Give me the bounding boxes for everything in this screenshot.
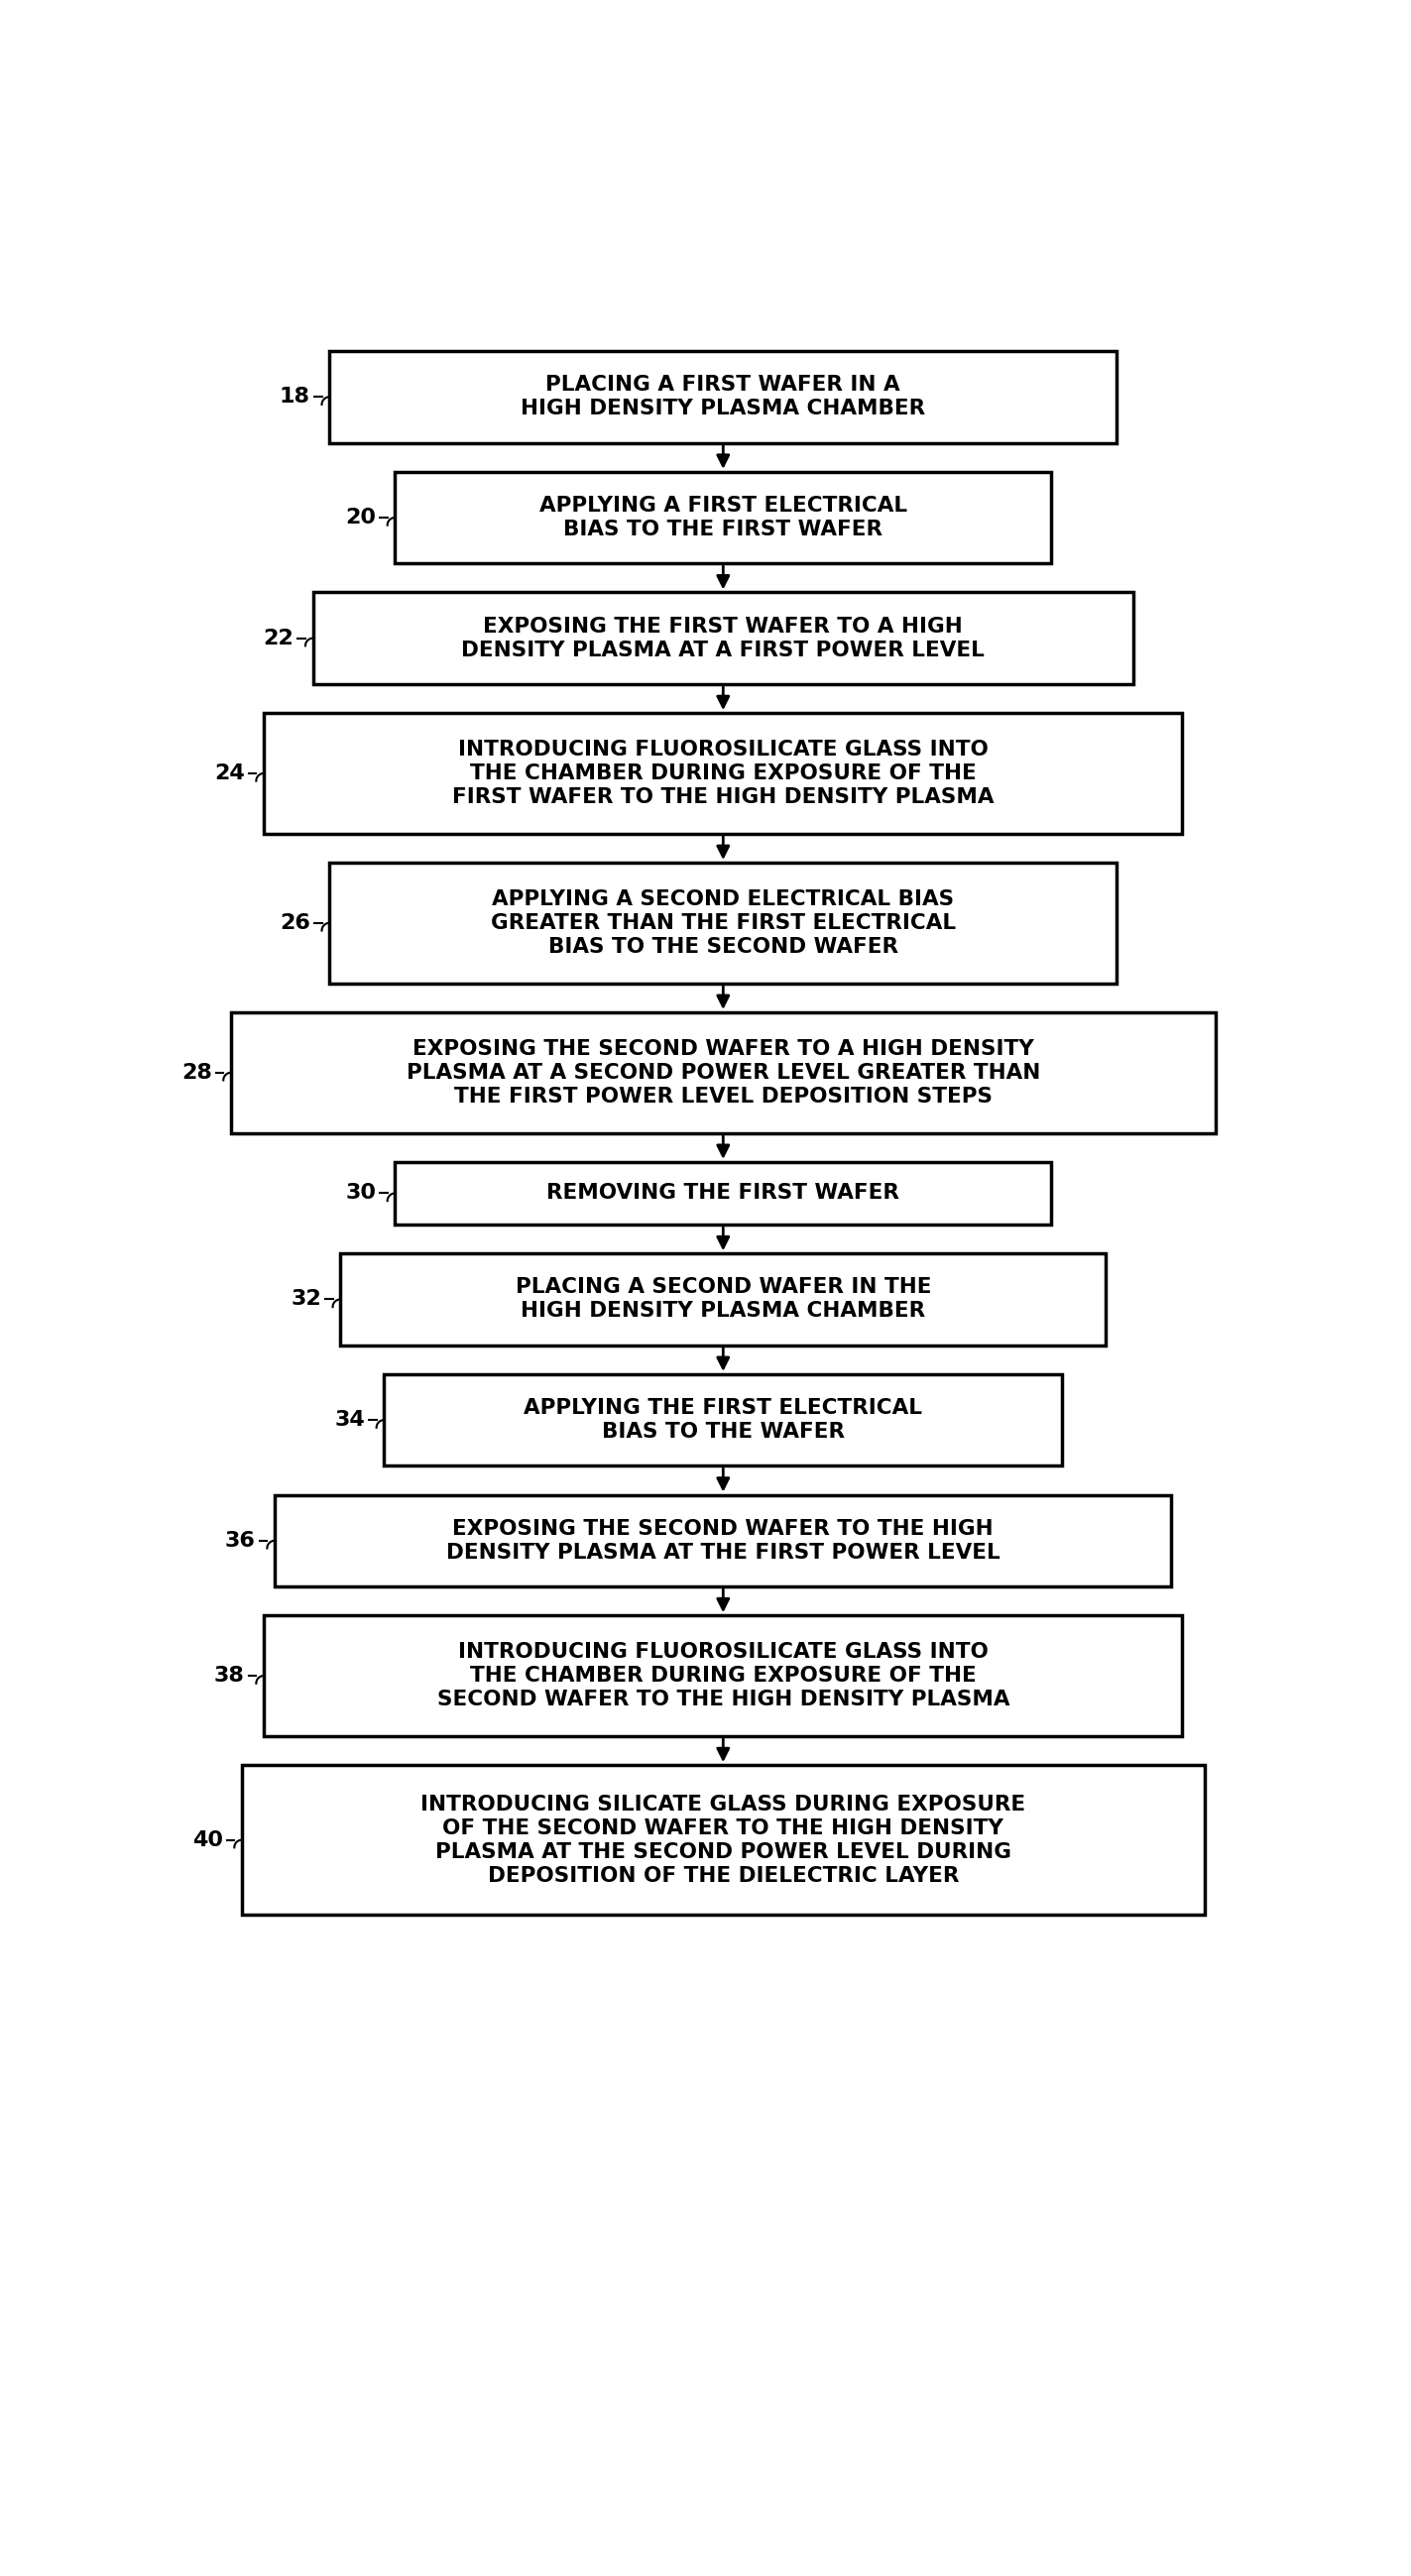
Text: PLACING A FIRST WAFER IN A
HIGH DENSITY PLASMA CHAMBER: PLACING A FIRST WAFER IN A HIGH DENSITY … bbox=[521, 376, 926, 420]
Text: 20: 20 bbox=[346, 507, 375, 528]
Text: EXPOSING THE SECOND WAFER TO A HIGH DENSITY
PLASMA AT A SECOND POWER LEVEL GREAT: EXPOSING THE SECOND WAFER TO A HIGH DENS… bbox=[406, 1038, 1040, 1105]
Bar bbox=[243, 1765, 1205, 1914]
Text: EXPOSING THE FIRST WAFER TO A HIGH
DENSITY PLASMA AT A FIRST POWER LEVEL: EXPOSING THE FIRST WAFER TO A HIGH DENSI… bbox=[461, 616, 985, 659]
Bar bbox=[384, 1373, 1062, 1466]
Text: REMOVING THE FIRST WAFER: REMOVING THE FIRST WAFER bbox=[546, 1182, 900, 1203]
Bar bbox=[264, 1615, 1182, 1736]
Text: 30: 30 bbox=[346, 1182, 375, 1203]
Text: 24: 24 bbox=[214, 762, 244, 783]
Bar bbox=[395, 471, 1051, 564]
Bar bbox=[264, 714, 1182, 835]
Text: 36: 36 bbox=[224, 1530, 255, 1551]
Text: 26: 26 bbox=[279, 912, 310, 933]
Text: INTRODUCING FLUOROSILICATE GLASS INTO
THE CHAMBER DURING EXPOSURE OF THE
SECOND : INTRODUCING FLUOROSILICATE GLASS INTO TH… bbox=[437, 1641, 1009, 1710]
Bar bbox=[275, 1494, 1171, 1587]
Text: INTRODUCING SILICATE GLASS DURING EXPOSURE
OF THE SECOND WAFER TO THE HIGH DENSI: INTRODUCING SILICATE GLASS DURING EXPOSU… bbox=[420, 1795, 1026, 1886]
Bar bbox=[330, 863, 1118, 984]
Text: PLACING A SECOND WAFER IN THE
HIGH DENSITY PLASMA CHAMBER: PLACING A SECOND WAFER IN THE HIGH DENSI… bbox=[515, 1278, 931, 1321]
Bar bbox=[330, 350, 1118, 443]
Text: 22: 22 bbox=[264, 629, 293, 649]
Text: 18: 18 bbox=[279, 386, 310, 407]
Text: APPLYING THE FIRST ELECTRICAL
BIAS TO THE WAFER: APPLYING THE FIRST ELECTRICAL BIAS TO TH… bbox=[523, 1399, 923, 1443]
Text: EXPOSING THE SECOND WAFER TO THE HIGH
DENSITY PLASMA AT THE FIRST POWER LEVEL: EXPOSING THE SECOND WAFER TO THE HIGH DE… bbox=[446, 1520, 1000, 1564]
Text: INTRODUCING FLUOROSILICATE GLASS INTO
THE CHAMBER DURING EXPOSURE OF THE
FIRST W: INTRODUCING FLUOROSILICATE GLASS INTO TH… bbox=[452, 739, 995, 806]
Bar bbox=[395, 1162, 1051, 1224]
Bar bbox=[231, 1012, 1215, 1133]
Text: 38: 38 bbox=[214, 1667, 244, 1685]
Text: APPLYING A SECOND ELECTRICAL BIAS
GREATER THAN THE FIRST ELECTRICAL
BIAS TO THE : APPLYING A SECOND ELECTRICAL BIAS GREATE… bbox=[491, 889, 955, 956]
Text: 40: 40 bbox=[192, 1829, 223, 1850]
Text: 34: 34 bbox=[334, 1409, 365, 1430]
Bar bbox=[340, 1255, 1106, 1345]
Bar bbox=[313, 592, 1133, 685]
Text: 32: 32 bbox=[291, 1291, 322, 1309]
Text: APPLYING A FIRST ELECTRICAL
BIAS TO THE FIRST WAFER: APPLYING A FIRST ELECTRICAL BIAS TO THE … bbox=[539, 495, 907, 538]
Text: 28: 28 bbox=[181, 1064, 212, 1082]
